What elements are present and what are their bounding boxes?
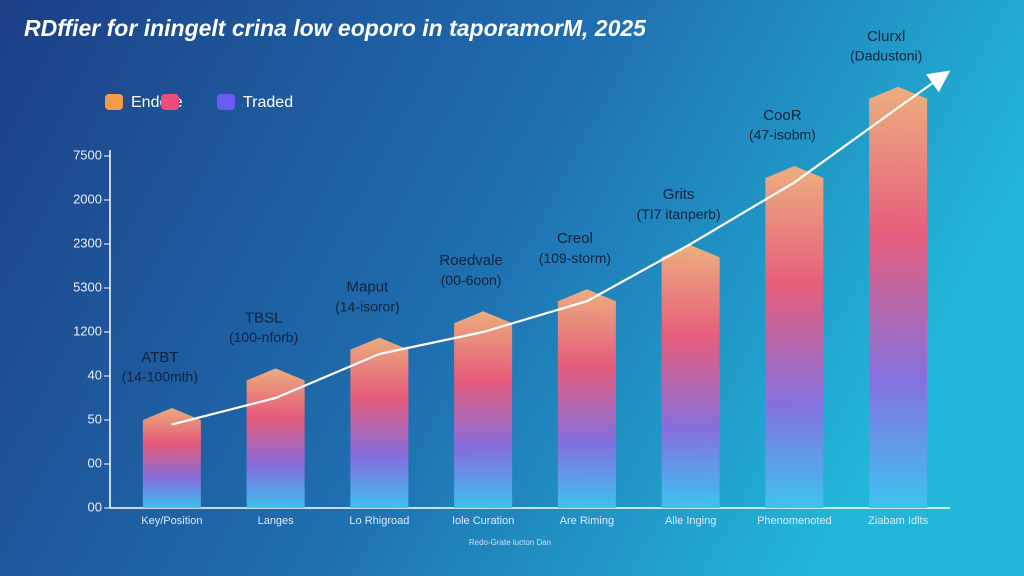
y-tick-label: 40 xyxy=(88,367,102,382)
x-tick-label: Key/Position xyxy=(141,515,202,527)
x-tick-label: Iole Curation xyxy=(452,515,514,527)
annotation-sub: (47-isobm) xyxy=(749,127,816,143)
legend-label: Traded xyxy=(243,94,293,111)
annotation-label: TBSL xyxy=(245,309,283,326)
y-tick-label: 2000 xyxy=(73,191,102,206)
annotation-label: Roedvale xyxy=(439,252,502,269)
annotation-sub: (100-nforb) xyxy=(229,329,298,345)
x-tick-label: Alle Inging xyxy=(665,515,716,527)
legend-swatch xyxy=(217,94,235,110)
annotation-sub: (109-storm) xyxy=(539,250,611,266)
x-tick-label: Are Riming xyxy=(560,515,614,527)
annotation-sub: (14-100mth) xyxy=(122,369,198,385)
bar xyxy=(869,86,928,509)
annotation-sub: (00-6oon) xyxy=(441,272,502,288)
bar xyxy=(765,166,824,508)
y-tick-label: 50 xyxy=(88,411,102,426)
chart-title: RDffier for iningelt crina low eoporo in… xyxy=(24,15,647,41)
source: Redo-Grate lucton Dan xyxy=(469,538,551,547)
annotation-sub: (Dadustoni) xyxy=(850,48,922,64)
bar xyxy=(142,408,201,508)
x-tick-label: Phenomenoted xyxy=(757,515,832,527)
bar xyxy=(454,311,513,508)
y-tick-label: 00 xyxy=(88,455,102,470)
annotation-label: Clurxl xyxy=(867,28,905,45)
annotation-sub: (14-isoror) xyxy=(335,298,400,314)
bar xyxy=(350,337,409,508)
trend-line xyxy=(171,70,951,426)
bar xyxy=(661,245,720,508)
annotation-label: Maput xyxy=(347,279,390,296)
y-tick-label: 1200 xyxy=(73,323,102,338)
x-tick-label: Langes xyxy=(258,515,295,527)
x-tick-label: Ziabam Idlts xyxy=(868,515,928,527)
y-tick-label: 00 xyxy=(88,499,102,514)
y-tick-label: 2300 xyxy=(73,235,102,250)
annotation-label: Grits xyxy=(663,186,695,203)
bar xyxy=(246,368,305,508)
annotation-label: Creol xyxy=(557,230,593,247)
bar xyxy=(557,289,616,508)
annotation-sub: (TI7 itanperb) xyxy=(637,206,721,222)
x-tick-label: Lo Rhigroad xyxy=(349,515,409,527)
annotation-label: CooR xyxy=(763,107,802,124)
y-tick-label: 7500 xyxy=(73,147,102,162)
annotation-label: ATBT xyxy=(141,349,178,366)
legend-swatch xyxy=(161,94,179,110)
legend-swatch xyxy=(105,94,123,110)
y-tick-label: 5300 xyxy=(73,279,102,294)
